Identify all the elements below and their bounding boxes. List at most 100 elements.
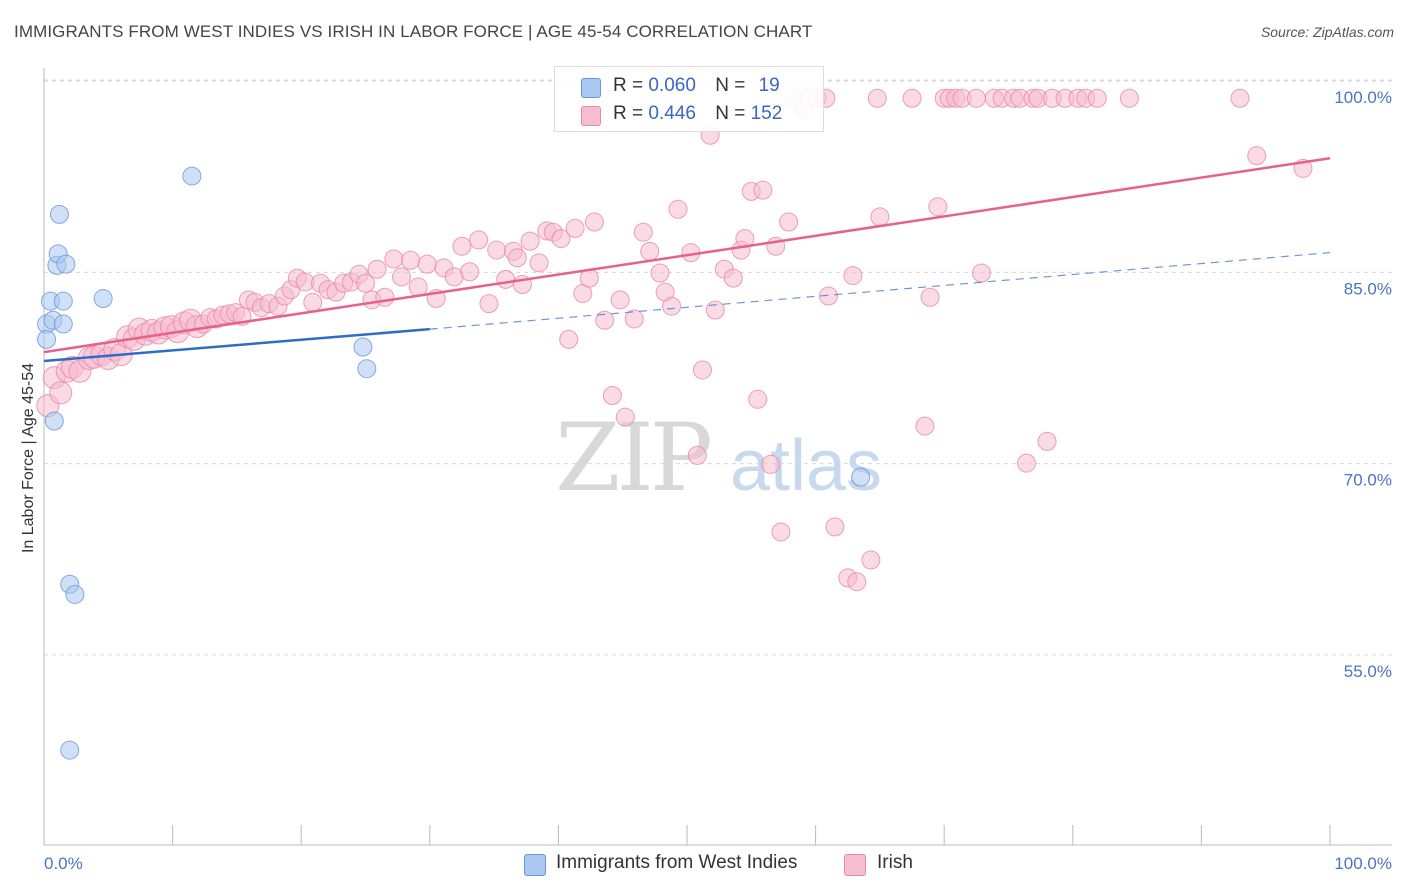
legend-row-pink: R = 0.446 N = 152	[613, 103, 782, 125]
irish-point	[49, 381, 73, 405]
irish-point	[624, 309, 644, 329]
legend-r-value: 0.446	[648, 103, 696, 124]
irish-point	[375, 287, 395, 307]
irish-point	[633, 222, 653, 242]
legend-n-value: 19	[758, 75, 780, 96]
irish-point	[753, 180, 773, 200]
legend-n-label: N =	[715, 103, 746, 124]
west-indies-point	[60, 740, 80, 760]
irish-point	[551, 229, 571, 249]
irish-point	[748, 389, 768, 409]
west-indies-point	[353, 337, 373, 357]
irish-point	[825, 517, 845, 537]
irish-point	[559, 329, 579, 349]
irish-point	[507, 248, 527, 268]
y-tick-label: 100.0%	[1334, 88, 1392, 107]
irish-point	[520, 231, 540, 251]
series-swatch-pink	[844, 854, 866, 876]
y-tick-label: 70.0%	[1344, 471, 1392, 490]
y-tick-labels: 100.0% 85.0% 70.0% 55.0%	[1334, 88, 1392, 681]
watermark-atlas: atlas	[730, 426, 882, 506]
west-indies-point	[93, 289, 113, 309]
west-indies-point	[182, 166, 202, 186]
legend-swatch-pink	[581, 106, 601, 126]
irish-point	[971, 263, 991, 283]
irish-point	[668, 199, 688, 219]
irish-point	[487, 240, 507, 260]
irish-point	[966, 88, 986, 108]
irish-point	[692, 360, 712, 380]
irish-point	[843, 266, 863, 286]
irish-point	[1119, 88, 1139, 108]
west-indies-point	[53, 314, 73, 334]
irish-point	[662, 296, 682, 316]
irish-point	[615, 407, 635, 427]
series-label-blue: Immigrants from West Indies	[556, 852, 798, 873]
west-indies-points	[37, 166, 871, 760]
irish-point	[529, 253, 549, 273]
grid-lines	[44, 79, 1392, 656]
x-tick-label-right: 100.0%	[1334, 854, 1392, 873]
west-indies-point	[357, 359, 377, 379]
irish-point	[610, 290, 630, 310]
irish-point	[384, 249, 404, 269]
irish-point	[723, 268, 743, 288]
irish-point	[818, 286, 838, 306]
irish-point	[915, 416, 935, 436]
irish-point	[595, 310, 615, 330]
y-tick-label: 85.0%	[1344, 279, 1392, 298]
west-indies-point	[56, 254, 76, 274]
west-indies-point	[65, 584, 85, 604]
irish-point	[392, 267, 412, 287]
source-label: Source: ZipAtlas.com	[1260, 24, 1394, 40]
irish-point	[401, 250, 421, 270]
irish-point	[1037, 431, 1057, 451]
west-indies-point	[851, 467, 871, 487]
irish-point	[779, 212, 799, 232]
irish-point	[367, 259, 387, 279]
irish-point	[584, 212, 604, 232]
irish-point	[417, 254, 437, 274]
x-tick-label-left: 0.0%	[44, 854, 83, 873]
irish-point	[687, 445, 707, 465]
legend-r-label: R =	[613, 75, 644, 96]
irish-point	[771, 522, 791, 542]
irish-point	[761, 454, 781, 474]
irish-point	[1230, 88, 1250, 108]
legend-r-label: R =	[613, 103, 644, 124]
legend-row-blue: R = 0.060 N = 19	[613, 75, 780, 97]
irish-point	[650, 263, 670, 283]
irish-point	[469, 230, 489, 250]
watermark-zip: ZIP	[555, 404, 709, 513]
irish-point	[1087, 88, 1107, 108]
legend-n-value: 152	[750, 103, 783, 124]
west-indies-point	[37, 329, 57, 349]
irish-point	[705, 300, 725, 320]
irish-point	[460, 262, 480, 282]
series-swatch-blue	[524, 854, 546, 876]
axes	[43, 68, 1392, 846]
legend-n-label: N =	[715, 75, 746, 96]
west-indies-trend-line	[43, 327, 430, 363]
irish-points	[36, 88, 1313, 592]
irish-point	[870, 207, 890, 227]
irish-point	[1017, 453, 1037, 473]
west-indies-point	[53, 291, 73, 311]
irish-point	[602, 385, 622, 405]
irish-point	[847, 572, 867, 592]
irish-point	[303, 292, 323, 312]
y-tick-label: 55.0%	[1344, 662, 1392, 681]
chart-title: IMMIGRANTS FROM WEST INDIES VS IRISH IN …	[14, 22, 813, 41]
trend-lines	[43, 156, 1331, 363]
irish-point	[565, 218, 585, 238]
irish-point	[496, 269, 516, 289]
irish-point	[861, 550, 881, 570]
irish-point	[408, 277, 428, 297]
west-indies-point	[49, 204, 69, 224]
irish-point	[640, 241, 660, 261]
irish-point	[479, 294, 499, 314]
west-indies-point	[44, 411, 64, 431]
watermark: ZIP atlas	[555, 404, 882, 513]
series-legend: Immigrants from West Indies Irish	[0, 852, 1406, 878]
